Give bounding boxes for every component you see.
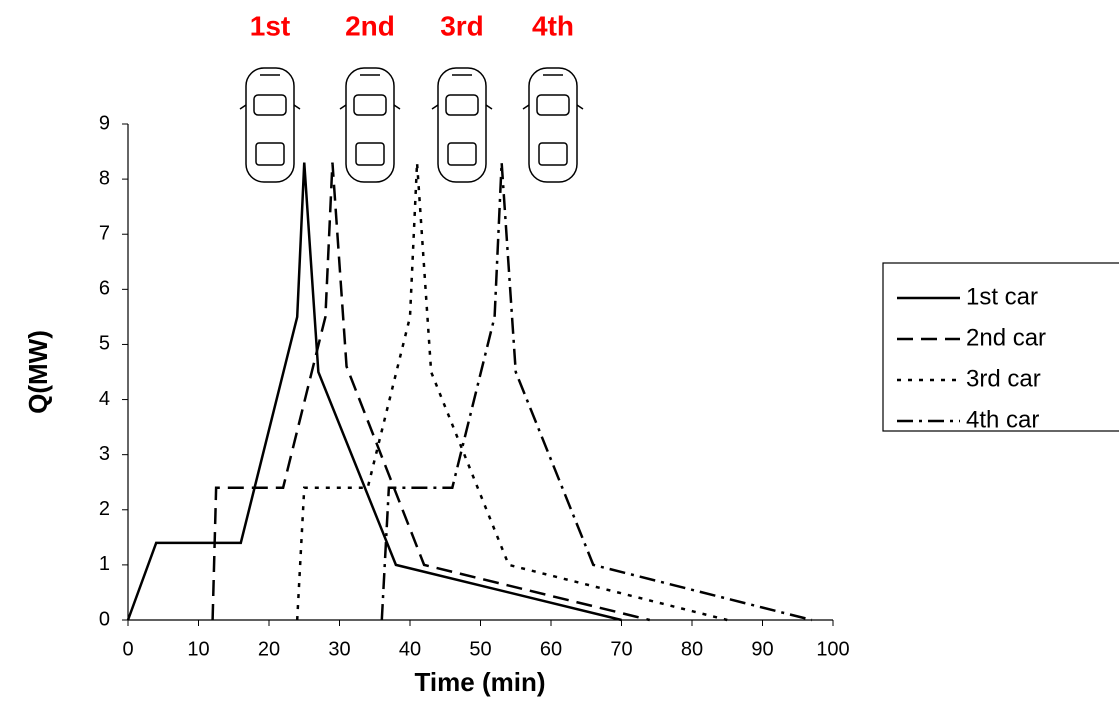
car-icon [522,67,584,183]
y-tick-label: 4 [99,388,110,410]
car-icons [239,67,584,183]
y-tick-label: 3 [99,443,110,465]
car-order-label: 3rd [440,10,484,41]
y-axis-title: Q(MW) [23,330,53,414]
car-icon [339,67,401,183]
y-tick-label: 5 [99,333,110,355]
car-order-label: 1st [250,10,290,41]
data-line [380,162,813,622]
x-tick-label: 70 [610,638,632,660]
x-tick-label: 0 [122,638,133,660]
car-icon [239,67,301,183]
legend-box [882,262,1119,432]
x-tick-label: 90 [751,638,773,660]
data-line [126,162,622,622]
data-line [295,162,728,622]
y-tick-label: 9 [99,112,110,134]
y-tick-label: 8 [99,167,110,189]
y-tick-label: 1 [99,553,110,575]
x-tick-label: 100 [816,638,849,660]
legend-label: 3rd car [966,365,1041,392]
legend-label: 4th car [966,406,1039,433]
x-tick-label: 20 [258,638,280,660]
legend-label: 2nd car [966,324,1046,351]
x-tick-label: 40 [399,638,421,660]
car-order-label: 2nd [345,10,395,41]
x-tick-label: 10 [187,638,209,660]
car-icon [431,67,493,183]
car-order-label: 4th [532,10,574,41]
y-tick-label: 6 [99,278,110,300]
x-axis-title: Time (min) [415,667,546,697]
y-tick-label: 2 [99,498,110,520]
y-tick-label: 0 [99,608,110,630]
legend-label: 1st car [966,283,1038,310]
y-tick-label: 7 [99,223,110,245]
x-tick-label: 30 [328,638,350,660]
x-tick-label: 60 [540,638,562,660]
x-tick-label: 80 [681,638,703,660]
x-tick-label: 50 [469,638,491,660]
